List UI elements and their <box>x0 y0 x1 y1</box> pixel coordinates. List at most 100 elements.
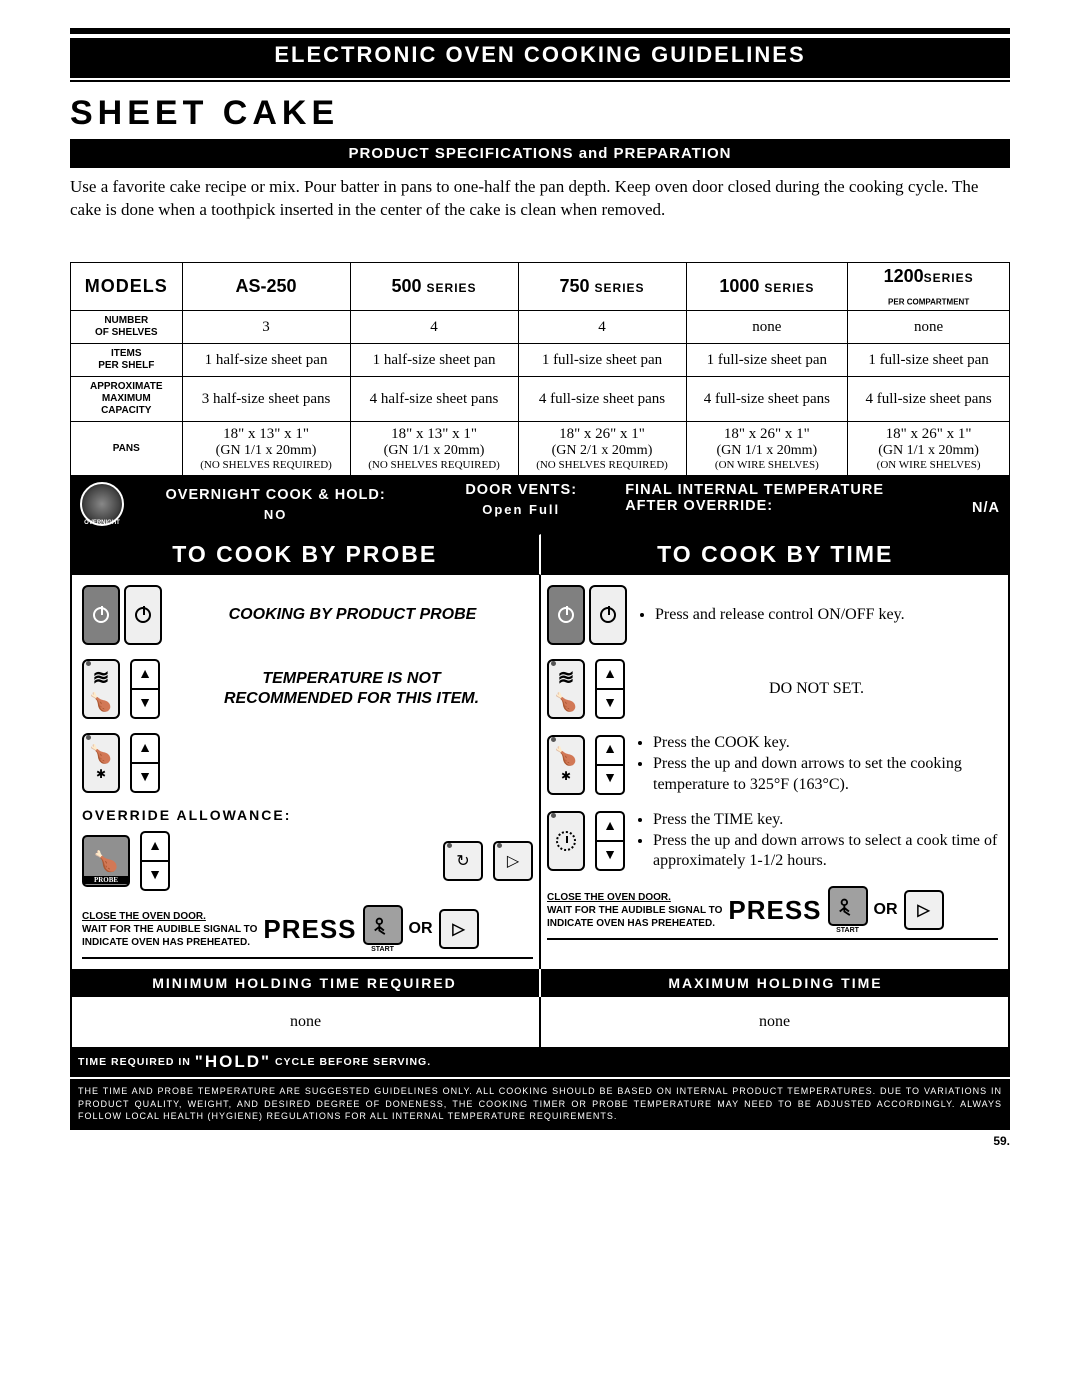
pan-dim: 18" x 13" x 1" <box>189 426 344 443</box>
cell: 18" x 13" x 1" (GN 1/1 x 20mm) (NO SHELV… <box>182 422 350 476</box>
page-header: ELECTRONIC OVEN COOKING GUIDELINES <box>70 38 1010 78</box>
cook-method-headers: TO COOK BY PROBE TO COOK BY TIME <box>70 534 1010 575</box>
cell: 4 full-size sheet pans <box>518 377 686 422</box>
cook-columns: COOKING BY PRODUCT PROBE ≋🍗 ▲▼ TEMPERATU… <box>70 575 1010 969</box>
time-step4-text: Press the TIME key. Press the up and dow… <box>635 810 998 872</box>
cell: 18" x 26" x 1" (GN 1/1 x 20mm) (ON WIRE … <box>686 422 848 476</box>
hold-values: none none <box>70 997 1010 1047</box>
time-column: Press and release control ON/OFF key. ≋🍗… <box>540 575 1010 969</box>
step-text: Press and release control ON/OFF key. <box>655 605 998 626</box>
final-label: AFTER OVERRIDE: <box>625 498 773 514</box>
hold-note-word: "HOLD" <box>195 1052 271 1071</box>
probe-step-onoff: COOKING BY PRODUCT PROBE <box>82 585 533 645</box>
time-step-dns: ≋🍗 ▲▼ DO NOT SET. <box>547 659 998 719</box>
col-1200: 1200SERIES PER COMPARTMENT <box>848 262 1010 311</box>
rl: APPROXIMATE <box>90 381 163 392</box>
models-header: MODELS <box>71 262 183 311</box>
start-button-icon: START <box>363 905 403 953</box>
col-as250: AS-250 <box>182 262 350 311</box>
pan-gn: (GN 2/1 x 20mm) <box>525 443 680 459</box>
cell: 4 full-size sheet pans <box>848 377 1010 422</box>
pan-note: (ON WIRE SHELVES) <box>693 459 842 471</box>
hold-note-suffix: CYCLE BEFORE SERVING. <box>275 1056 431 1068</box>
probe-notice-line: RECOMMENDED FOR THIS ITEM. <box>170 689 533 710</box>
start-button-icon: START <box>828 886 868 934</box>
final-value: N/A <box>972 500 1000 516</box>
probe-column: COOKING BY PRODUCT PROBE ≋🍗 ▲▼ TEMPERATU… <box>70 575 540 969</box>
pan-note: (NO SHELVES REQUIRED) <box>189 459 344 471</box>
step-text: Press the up and down arrows to set the … <box>653 754 998 796</box>
play-button-icon: ▷ <box>439 909 479 949</box>
cell: 4 half-size sheet pans <box>350 377 518 422</box>
time-step-time: ▲▼ Press the TIME key. Press the up and … <box>547 810 998 872</box>
series-label: SERIES <box>427 281 477 295</box>
probe-notice: COOKING BY PRODUCT PROBE <box>172 605 533 626</box>
cell: 3 half-size sheet pans <box>182 377 350 422</box>
pan-gn: (GN 1/1 x 20mm) <box>693 443 842 459</box>
cell: 18" x 26" x 1" (GN 2/1 x 20mm) (NO SHELV… <box>518 422 686 476</box>
preheat-row-right: CLOSE THE OVEN DOOR. WAIT FOR THE AUDIBL… <box>547 886 998 940</box>
preheat-line: CLOSE THE OVEN DOOR. <box>547 892 671 903</box>
row-label: NUMBER OF SHELVES <box>71 311 183 344</box>
time-button-icon <box>547 811 585 871</box>
preheat-line: INDICATE OVEN HAS PREHEATED. <box>82 937 250 948</box>
clock-icon <box>556 831 576 851</box>
rl: PER SHELF <box>98 360 154 371</box>
temp-button-icon: ≋🍗 <box>547 659 585 719</box>
header-wrap: ELECTRONIC OVEN COOKING GUIDELINES <box>70 38 1010 82</box>
cell: 1 full-size sheet pan <box>518 344 686 377</box>
disclaimer-text: THE TIME AND PROBE TEMPERATURE ARE SUGGE… <box>70 1077 1010 1129</box>
min-hold-value: none <box>70 997 540 1047</box>
onoff-button-dark-icon <box>547 585 585 645</box>
col-1200-num: 1200 <box>884 266 924 286</box>
start-label: START <box>828 927 868 934</box>
col-750-num: 750 <box>559 276 589 296</box>
row-shelves: NUMBER OF SHELVES 3 4 4 none none <box>71 311 1010 344</box>
hold-note-bar: TIME REQUIRED IN "HOLD" CYCLE BEFORE SER… <box>70 1047 1010 1077</box>
rl: ITEMS <box>111 348 142 359</box>
final-temp-segment: FINAL INTERNAL TEMPERATURE AFTER OVERRID… <box>615 476 1010 534</box>
pan-gn: (GN 1/1 x 20mm) <box>357 443 512 459</box>
start-label: START <box>363 946 403 953</box>
cook-by-probe-header: TO COOK BY PROBE <box>70 534 541 575</box>
overnight-sun-icon <box>80 482 124 526</box>
or-label: OR <box>874 901 898 919</box>
hold-headers: MINIMUM HOLDING TIME REQUIRED MAXIMUM HO… <box>70 969 1010 997</box>
up-down-icon: ▲▼ <box>130 659 160 719</box>
preheat-text: CLOSE THE OVEN DOOR. WAIT FOR THE AUDIBL… <box>82 910 257 949</box>
preheat-text: CLOSE THE OVEN DOOR. WAIT FOR THE AUDIBL… <box>547 891 722 930</box>
cook-button-icon: 🍗✱ <box>547 735 585 795</box>
step-text: Press the COOK key. <box>653 733 998 754</box>
onoff-button-icon <box>589 585 627 645</box>
preheat-line: WAIT FOR THE AUDIBLE SIGNAL TO <box>82 924 257 935</box>
probe-step-cook: 🍗✱ ▲▼ <box>82 733 533 793</box>
step-text: Press the up and down arrows to select a… <box>653 831 998 873</box>
door-segment: DOOR VENTS: Open Full <box>427 476 615 534</box>
row-pans: PANS 18" x 13" x 1" (GN 1/1 x 20mm) (NO … <box>71 422 1010 476</box>
pan-dim: 18" x 13" x 1" <box>357 426 512 443</box>
probe-notice-line: COOKING BY PRODUCT PROBE <box>172 605 533 626</box>
time-step-cook: 🍗✱ ▲▼ Press the COOK key. Press the up a… <box>547 733 998 795</box>
time-step-onoff: Press and release control ON/OFF key. <box>547 585 998 645</box>
pan-note: (ON WIRE SHELVES) <box>854 459 1003 471</box>
pan-note: (NO SHELVES REQUIRED) <box>357 459 512 471</box>
cell: 1 full-size sheet pan <box>848 344 1010 377</box>
step-text: Press the TIME key. <box>653 810 998 831</box>
max-hold-value: none <box>540 997 1010 1047</box>
col-500: 500 SERIES <box>350 262 518 311</box>
rl: MAXIMUM <box>102 393 151 404</box>
up-down-icon: ▲▼ <box>130 733 160 793</box>
preheat-line: WAIT FOR THE AUDIBLE SIGNAL TO <box>547 905 722 916</box>
rl: OF SHELVES <box>95 327 158 338</box>
door-value: Open Full <box>437 502 605 517</box>
cell: 1 full-size sheet pan <box>686 344 848 377</box>
hold-note-prefix: TIME REQUIRED IN <box>78 1056 195 1068</box>
series-label: SERIES <box>595 281 645 295</box>
per-compartment-label: PER COMPARTMENT <box>888 297 969 306</box>
row-label: APPROXIMATE MAXIMUM CAPACITY <box>71 377 183 422</box>
series-label: SERIES <box>764 281 814 295</box>
cell: 18" x 13" x 1" (GN 1/1 x 20mm) (NO SHELV… <box>350 422 518 476</box>
power-icon <box>93 607 109 623</box>
spec-band: PRODUCT SPECIFICATIONS and PREPARATION <box>70 139 1010 168</box>
cook-by-time-header: TO COOK BY TIME <box>541 534 1011 575</box>
